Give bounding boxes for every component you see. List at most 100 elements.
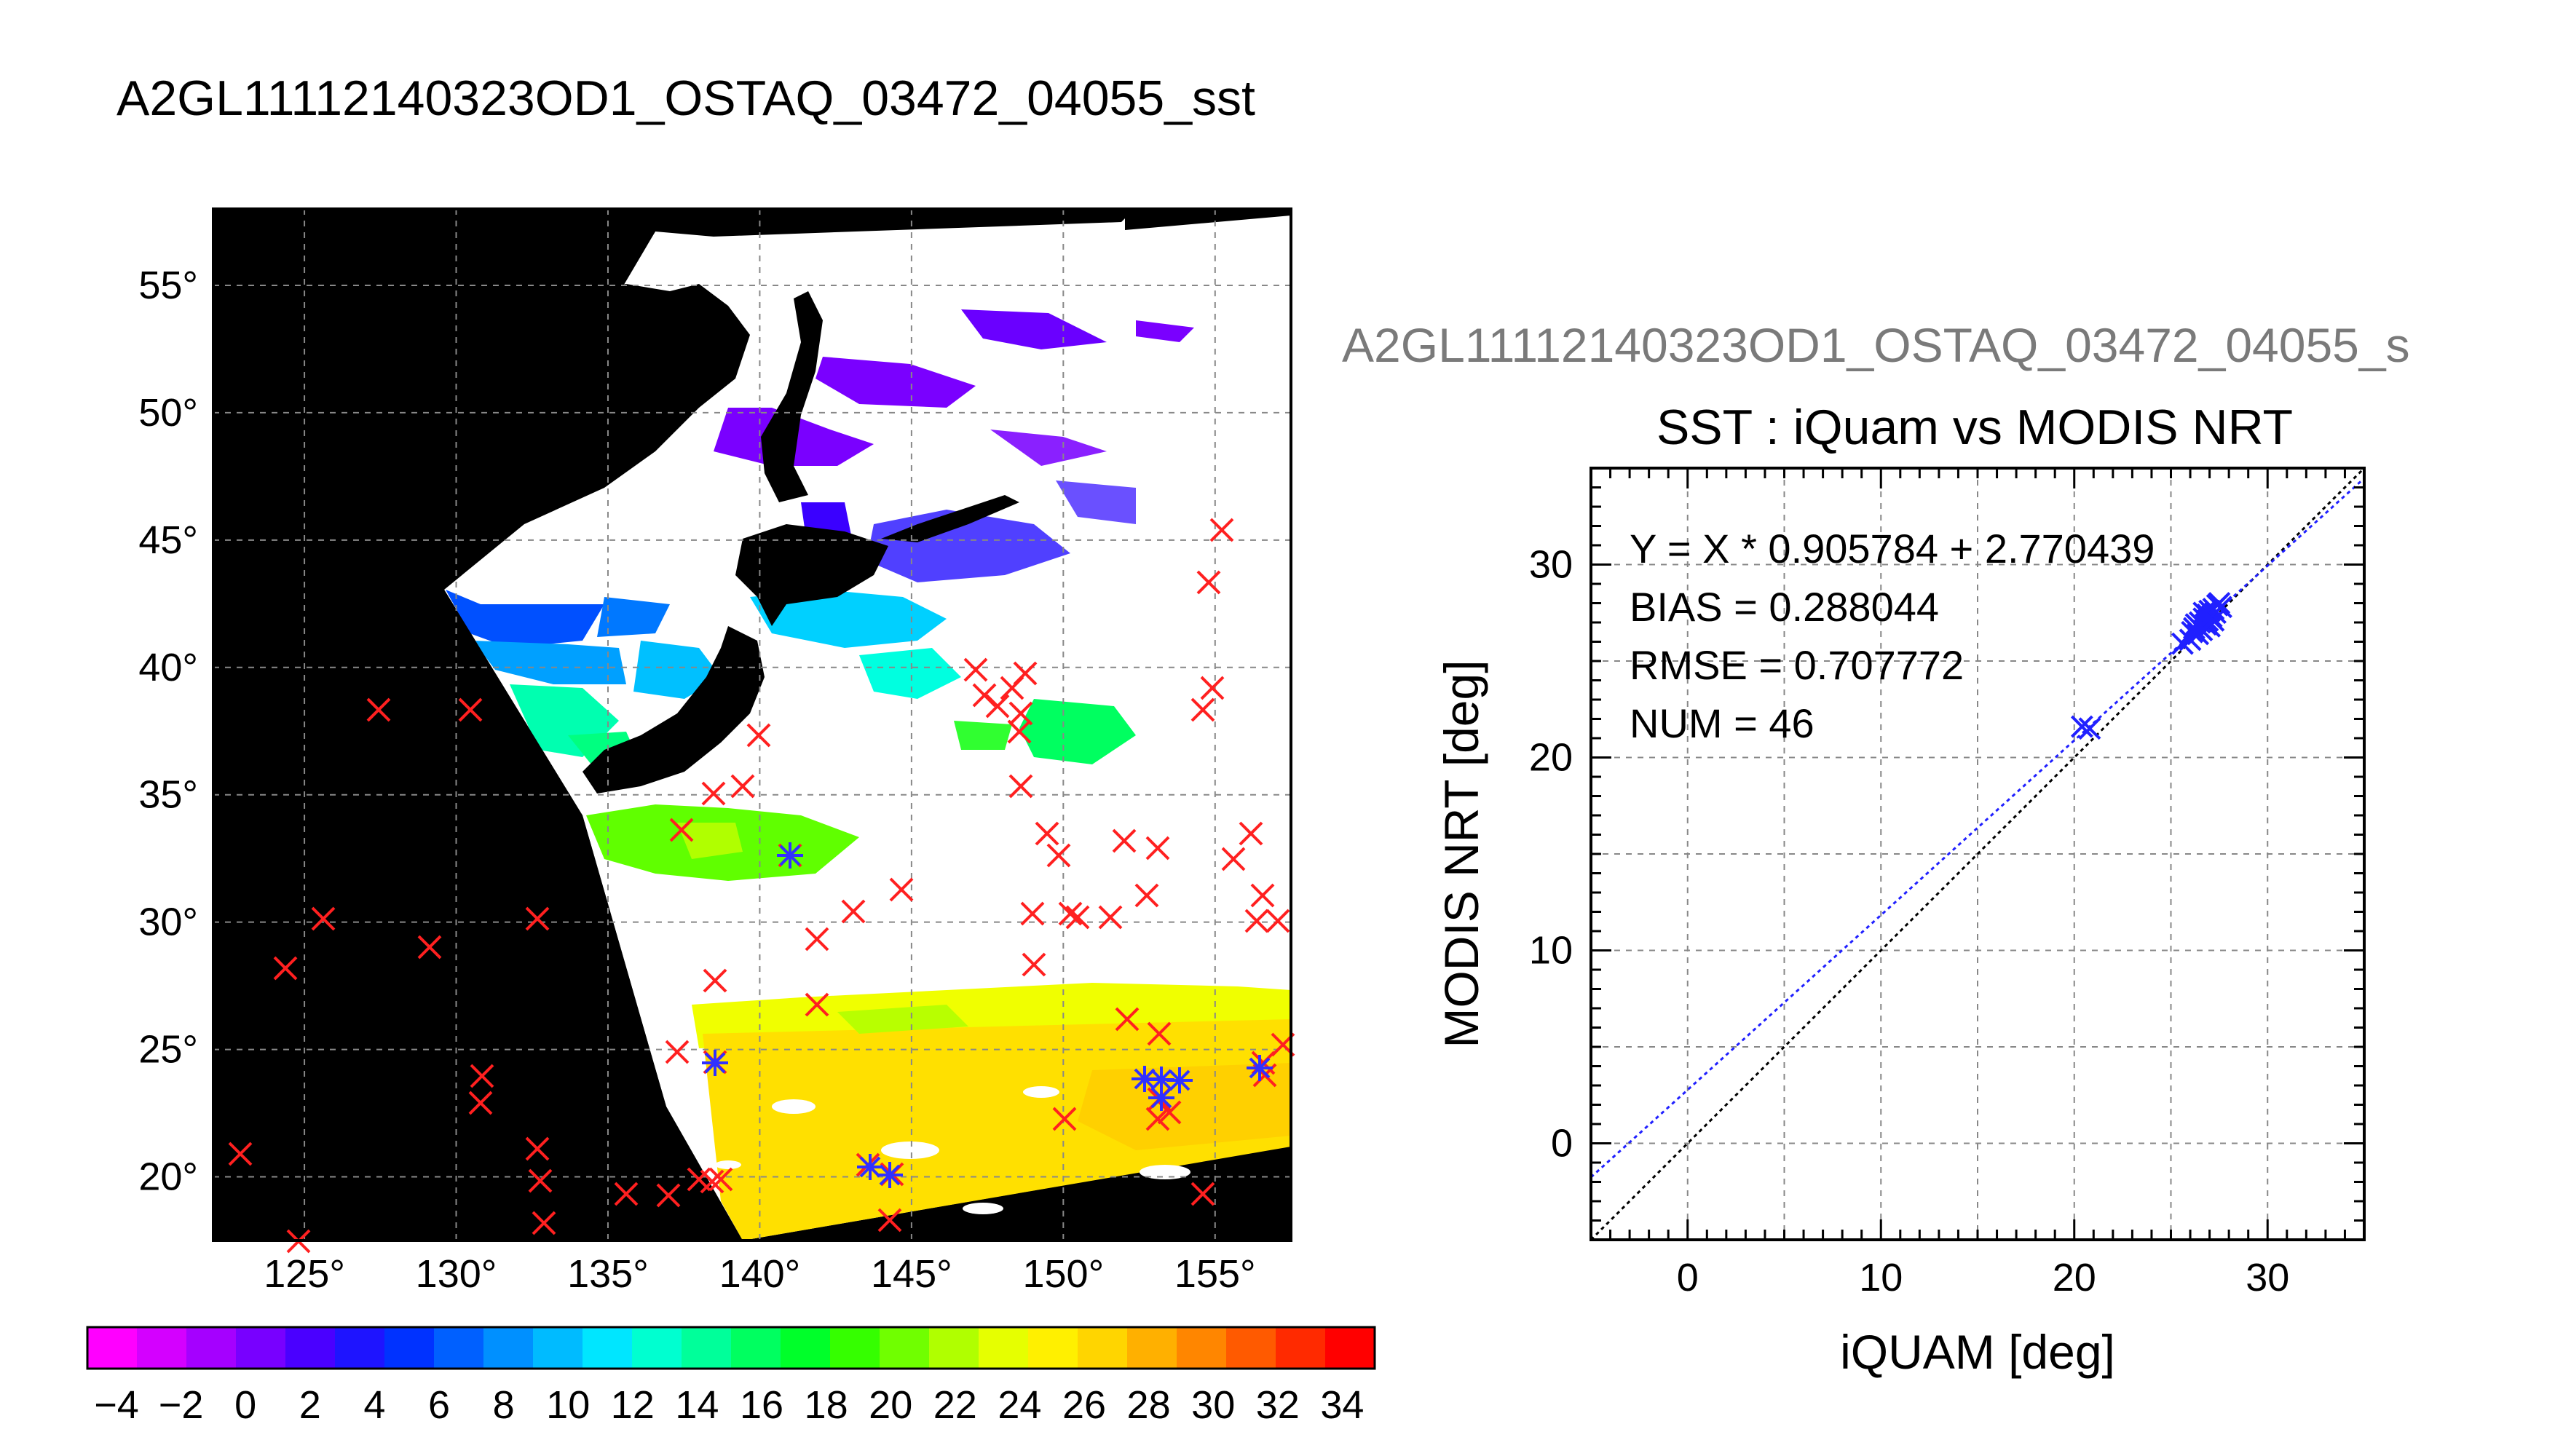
colorbar-cell	[1078, 1327, 1128, 1369]
scatter-point	[2210, 596, 2232, 619]
map-marker-red	[528, 1168, 553, 1193]
map-marker-red	[1098, 905, 1123, 930]
map-marker-blue	[702, 1050, 728, 1076]
colorbar-cell	[483, 1327, 534, 1369]
sst-patch-mid	[446, 590, 1136, 881]
map-lon-tick-label: 150°	[1022, 1252, 1104, 1296]
map-marker-red	[972, 683, 997, 708]
map-marker-red	[1265, 909, 1290, 933]
colorbar-tick-label: 28	[1127, 1383, 1171, 1427]
map-marker-red	[366, 697, 391, 722]
map-marker-red	[1209, 518, 1234, 542]
colorbar-tick-label: 22	[933, 1383, 977, 1427]
map-marker-red	[1008, 774, 1033, 799]
colorbar-cell	[731, 1327, 781, 1369]
map-marker-red	[1145, 836, 1170, 860]
scatter-lines	[1590, 467, 2366, 1241]
map-lon-tick-label: 135°	[567, 1252, 649, 1296]
colorbar-cell	[1127, 1327, 1177, 1369]
scatter-stat-line: RMSE = 0.707772	[1630, 642, 1964, 688]
colorbar-cell	[1226, 1327, 1276, 1369]
map-marker-blue	[1148, 1067, 1174, 1093]
colorbar-tick-label: 14	[675, 1383, 719, 1427]
scatter-stat-line: BIAS = 0.288044	[1630, 584, 1939, 630]
scatter-x-label: iQUAM [deg]	[1840, 1325, 2115, 1379]
map-marker-red	[1065, 905, 1090, 930]
scatter-panel: A2GL11112140323OD1_OSTAQ_03472_04055_s S…	[1342, 318, 2410, 1379]
colorbar-labels: −4 −2 0 2 4 6 8 10 12 14 16 18 20 22 24 26 28 30 32 34	[94, 1383, 1364, 1427]
map-marker-red	[669, 818, 694, 842]
scatter-frame	[1590, 467, 2366, 1241]
map-marker-red	[746, 723, 771, 748]
scatter-y-tick-label: 10	[1529, 929, 1573, 973]
map-lat-tick-label: 30°	[138, 901, 198, 944]
scatter-stats: Y = X * 0.905784 + 2.770439 BIAS = 0.2880…	[1630, 526, 2155, 746]
colorbar-cell	[87, 1327, 138, 1369]
map-marker-red	[1007, 719, 1032, 744]
scatter-y-tick-label: 20	[1529, 736, 1573, 780]
map-markers	[228, 518, 1295, 1254]
colorbar: −4 −2 0 2 4 6 8 10 12 14 16 18 20 22 24 26 28 30 32 34	[86, 1326, 1376, 1427]
colorbar-tick-label: 6	[428, 1383, 450, 1427]
map-marker-red	[701, 781, 726, 806]
map-marker-red	[1013, 661, 1038, 686]
map-lon-tick-label: 155°	[1174, 1252, 1256, 1296]
colorbar-tick-label: −4	[94, 1383, 139, 1427]
colorbar-tick-label: 18	[805, 1383, 848, 1427]
colorbar-tick-label: 4	[363, 1383, 385, 1427]
map-marker-red	[665, 1040, 690, 1064]
map-grid	[213, 209, 1291, 1241]
scatter-title: SST : iQuam vs MODIS NRT	[1656, 400, 2293, 455]
colorbar-cell	[1276, 1327, 1326, 1369]
colorbar-tick-label: 16	[740, 1383, 783, 1427]
colorbar-cell	[830, 1327, 880, 1369]
colorbar-tick-label: −2	[159, 1383, 204, 1427]
map-marker-red	[417, 935, 442, 960]
map-lat-tick-label: 40°	[138, 646, 198, 689]
colorbar-cell	[137, 1327, 187, 1369]
map-marker-red	[805, 992, 829, 1017]
colorbar-tick-label: 0	[234, 1383, 256, 1427]
map-lat-tick-label: 45°	[138, 518, 198, 562]
map-marker-red	[1190, 1182, 1215, 1206]
scatter-stat-line: Y = X * 0.905784 + 2.770439	[1630, 526, 2155, 571]
sst-map: 55° 50° 45° 40° 35° 30° 25° 20° 125° 130° 135° 140…	[138, 207, 1295, 1296]
scatter-x-tick-labels: 0 10 20 30	[1677, 1256, 2290, 1299]
colorbar-cell	[682, 1327, 732, 1369]
map-lat-tick-label: 50°	[138, 391, 198, 435]
colorbar-cell	[1028, 1327, 1078, 1369]
scatter-x-tick-label: 10	[1859, 1256, 1903, 1299]
map-lat-tick-label: 55°	[138, 264, 198, 307]
scatter-y-tick-label: 30	[1529, 543, 1573, 587]
colorbar-tick-label: 32	[1256, 1383, 1300, 1427]
map-marker-red	[1239, 821, 1263, 846]
map-marker-red	[1115, 1007, 1140, 1032]
map-marker-red	[614, 1182, 639, 1206]
map-marker-red	[1035, 821, 1059, 846]
colorbar-cell	[335, 1327, 385, 1369]
colorbar-cell	[880, 1327, 930, 1369]
map-lat-tick-label: 35°	[138, 773, 198, 817]
map-marker-red	[1008, 701, 1033, 726]
map-lon-tick-label: 130°	[416, 1252, 497, 1296]
map-marker-red	[1196, 570, 1221, 595]
colorbar-cell	[781, 1327, 831, 1369]
map-marker-blue	[877, 1162, 903, 1188]
colorbar-cell	[583, 1327, 633, 1369]
colorbar-cell	[533, 1327, 583, 1369]
map-lon-tick-label: 140°	[719, 1252, 801, 1296]
map-lon-labels: 125° 130° 135° 140° 145° 150° 155°	[264, 1252, 1255, 1296]
map-marker-red	[1022, 952, 1046, 977]
map-marker-red	[470, 1064, 494, 1088]
colorbar-tick-label: 26	[1062, 1383, 1106, 1427]
colorbar-cell	[186, 1327, 237, 1369]
colorbar-tick-label: 30	[1191, 1383, 1235, 1427]
map-marker-red	[841, 899, 866, 924]
colorbar-tick-label: 34	[1320, 1383, 1364, 1427]
scatter-minor-ticks	[1590, 467, 2366, 1241]
map-marker-red	[1221, 847, 1246, 871]
map-marker-red	[1250, 883, 1275, 908]
map-marker-red	[805, 927, 829, 951]
colorbar-tick-label: 24	[998, 1383, 1041, 1427]
